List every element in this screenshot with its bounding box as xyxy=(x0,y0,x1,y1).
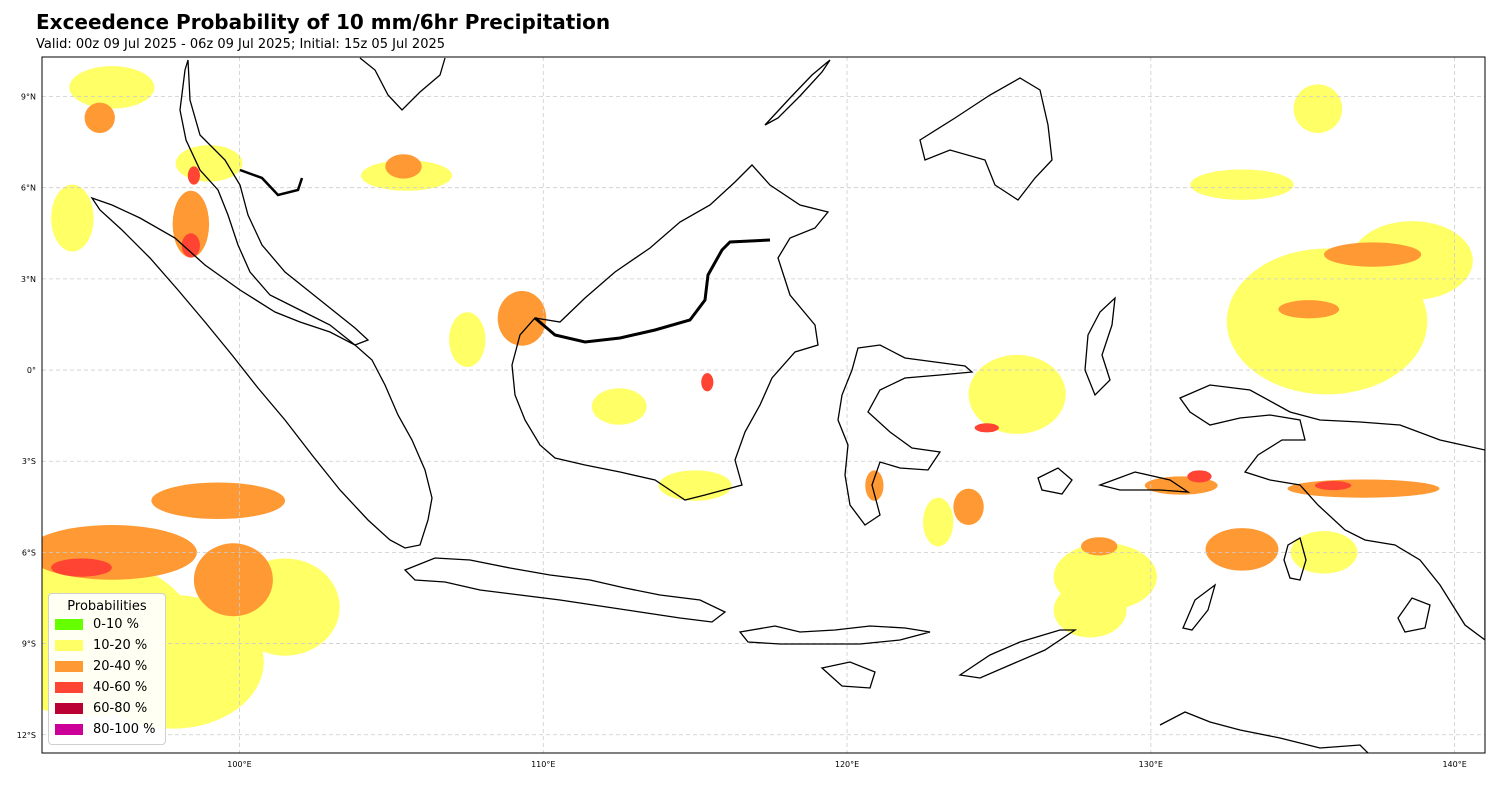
prob-40-60-area xyxy=(974,423,999,433)
legend-swatch xyxy=(55,619,83,630)
halmahera-coast xyxy=(1084,296,1116,397)
legend-item: 10-20 % xyxy=(49,635,165,656)
sumba-coast xyxy=(820,661,876,689)
legend-item: 40-60 % xyxy=(49,677,165,698)
prob-40-60-area xyxy=(187,166,200,185)
prob-10-20-area xyxy=(922,497,954,547)
prob-20-40-area xyxy=(953,488,984,526)
lesser-sunda-coast xyxy=(738,625,931,645)
legend-title: Probabilities xyxy=(67,599,147,614)
legend-item: 80-100 % xyxy=(49,719,165,740)
prob-40-60-area xyxy=(1314,480,1352,491)
prob-20-40-area xyxy=(1205,528,1279,571)
prob-20-40-area xyxy=(151,482,286,519)
malay-peninsula-coast xyxy=(179,59,370,346)
prob-10-20-area xyxy=(1053,582,1127,638)
prob-10-20-area xyxy=(449,312,486,368)
axis-tick-labels: 100°E 110°E 120°E 130°E 140°E 9°N 6°N 3°N 0° 3°S 6… xyxy=(17,93,1467,769)
philippines-coast xyxy=(919,77,1053,201)
prob-20-40-area xyxy=(865,470,884,501)
indochina-coast xyxy=(359,57,446,111)
legend-label: 80-100 % xyxy=(93,722,156,737)
prob-10-20-area xyxy=(51,184,94,252)
legend-label: 20-40 % xyxy=(93,659,148,674)
timor-coast xyxy=(958,629,1078,679)
lat-tick-label: 3°S xyxy=(22,457,36,466)
prob-20-40-area xyxy=(1278,300,1340,319)
legend: Probabilities 0-10 % 10-20 % 20-40 % 40-… xyxy=(48,593,166,745)
prob-20-40-area xyxy=(1080,537,1118,556)
sri-lanka-coast xyxy=(1397,597,1431,633)
prob-10-20-area xyxy=(591,388,647,425)
chart-title: Exceedence Probability of 10 mm/6hr Prec… xyxy=(36,10,611,34)
malaysia-border xyxy=(534,238,771,344)
legend-swatch xyxy=(55,724,83,735)
lat-tick-label: 9°N xyxy=(21,93,36,102)
coastlines xyxy=(90,57,1485,753)
legend-label: 60-80 % xyxy=(93,701,148,716)
aru-islands-coast xyxy=(1283,537,1307,581)
prob-20-40-area xyxy=(193,543,273,617)
lon-tick-label: 100°E xyxy=(227,760,251,769)
tanimbar-coast xyxy=(1182,583,1217,631)
prob-20-40-area xyxy=(1287,479,1440,498)
buru-coast xyxy=(1037,467,1073,495)
new-guinea-coast xyxy=(1179,384,1485,641)
lat-tick-label: 3°N xyxy=(21,275,36,284)
prob-40-60-area xyxy=(51,558,112,577)
prob-10-20-area xyxy=(968,354,1066,434)
lon-tick-label: 140°E xyxy=(1442,760,1466,769)
prob-20-40-area xyxy=(1323,242,1422,267)
prob-40-60-area xyxy=(701,373,714,392)
prob-40-60-area xyxy=(1187,470,1212,483)
prob-10-20-area xyxy=(1293,84,1343,133)
lat-tick-label: 6°N xyxy=(21,184,36,193)
legend-item: 60-80 % xyxy=(49,698,165,719)
lon-tick-label: 130°E xyxy=(1139,760,1163,769)
borneo-coast xyxy=(511,164,830,501)
legend-label: 10-20 % xyxy=(93,638,148,653)
legend-swatch xyxy=(55,661,83,672)
prob-10-20-area xyxy=(69,66,155,109)
lat-tick-label: 12°S xyxy=(17,731,36,740)
legend-item: 20-40 % xyxy=(49,656,165,677)
legend-swatch xyxy=(55,703,83,714)
prob-40-60-area xyxy=(181,233,200,258)
legend-swatch xyxy=(55,682,83,693)
map-frame xyxy=(41,56,1486,754)
sulawesi-coast xyxy=(837,344,974,526)
chart-subtitle: Valid: 00z 09 Jul 2025 - 06z 09 Jul 2025… xyxy=(36,37,446,52)
seram-coast xyxy=(1097,471,1191,493)
java-coast xyxy=(403,557,727,623)
legend-item: 0-10 % xyxy=(49,614,165,635)
lat-tick-label: 0° xyxy=(27,366,36,375)
lon-tick-label: 120°E xyxy=(835,760,859,769)
legend-label: 40-60 % xyxy=(93,680,148,695)
lat-tick-label: 6°S xyxy=(22,548,36,557)
lon-tick-label: 110°E xyxy=(531,760,555,769)
palawan-coast xyxy=(764,59,831,126)
sumatra-coast xyxy=(90,196,433,549)
legend-swatch xyxy=(55,640,83,651)
prob-10-20-area xyxy=(175,145,243,182)
lat-tick-label: 9°S xyxy=(22,640,36,649)
prob-10-20-area xyxy=(658,470,732,501)
thai-malay-border xyxy=(239,168,304,197)
prob-20-40-area xyxy=(172,190,210,258)
australia-coast xyxy=(1159,711,1369,753)
prob-10-20-area xyxy=(1190,169,1294,200)
prob-20-40-area xyxy=(84,102,115,133)
prob-20-40-area xyxy=(497,291,547,346)
prob-20-40-area xyxy=(385,154,422,179)
legend-label: 0-10 % xyxy=(93,617,139,632)
